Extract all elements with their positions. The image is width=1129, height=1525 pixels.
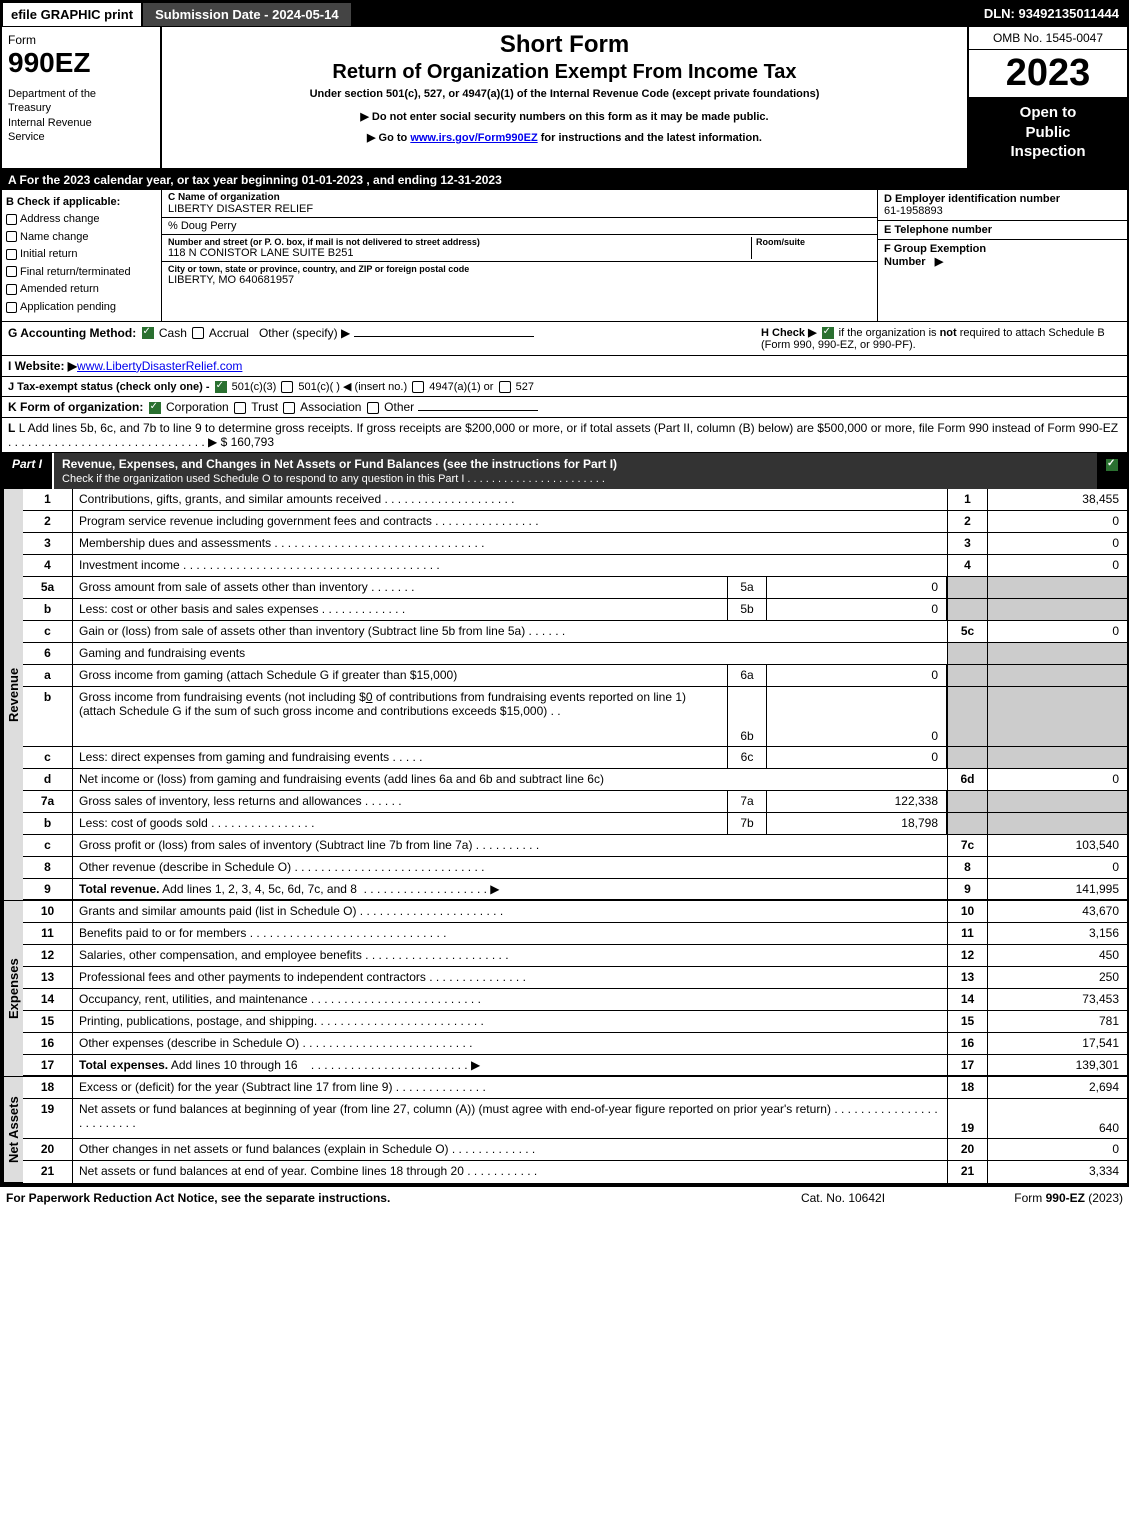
ssn-notice: ▶ Do not enter social security numbers o… xyxy=(170,110,959,123)
submission-date: Submission Date - 2024-05-14 xyxy=(142,2,352,27)
chk-527[interactable] xyxy=(499,381,511,393)
dln-number: DLN: 93492135011444 xyxy=(976,2,1127,27)
row-j-tax-exempt: J Tax-exempt status (check only one) - 5… xyxy=(2,377,1127,397)
line-8: 8 Other revenue (describe in Schedule O)… xyxy=(23,857,1127,879)
expenses-side-label: Expenses xyxy=(2,901,23,1077)
line-6c: c Less: direct expenses from gaming and … xyxy=(23,747,1127,769)
omb-number: OMB No. 1545-0047 xyxy=(969,27,1127,50)
line-7b: b Less: cost of goods sold . . . . . . .… xyxy=(23,813,1127,835)
chk-association[interactable] xyxy=(283,402,295,414)
line-5b: b Less: cost or other basis and sales ex… xyxy=(23,599,1127,621)
city-state-zip: LIBERTY, MO 640681957 xyxy=(168,274,871,286)
line-12: 12 Salaries, other compensation, and emp… xyxy=(23,945,1127,967)
revenue-side-label: Revenue xyxy=(2,489,23,901)
net-assets-side-label: Net Assets xyxy=(2,1077,23,1183)
page-footer: For Paperwork Reduction Act Notice, see … xyxy=(0,1185,1129,1209)
chk-amended-return[interactable]: Amended return xyxy=(6,281,157,299)
form-label: Form xyxy=(8,33,154,47)
chk-trust[interactable] xyxy=(234,402,246,414)
line-13: 13 Professional fees and other payments … xyxy=(23,967,1127,989)
info-grid: B Check if applicable: Address change Na… xyxy=(2,190,1127,322)
section-d-e-f: D Employer identification number 61-1958… xyxy=(877,190,1127,321)
ein: 61-1958893 xyxy=(884,205,1121,217)
care-of: % Doug Perry xyxy=(168,220,871,232)
row-l-gross-receipts: L L Add lines 5b, 6c, and 7b to line 9 t… xyxy=(2,418,1127,453)
group-exemption-label: F Group ExemptionNumber ▶ xyxy=(884,243,1121,268)
line-15: 15 Printing, publications, postage, and … xyxy=(23,1011,1127,1033)
line-11: 11 Benefits paid to or for members . . .… xyxy=(23,923,1127,945)
department-label: Department of theTreasuryInternal Revenu… xyxy=(8,87,154,144)
chk-schedule-o-part1[interactable] xyxy=(1106,459,1118,471)
line-20: 20 Other changes in net assets or fund b… xyxy=(23,1139,1127,1161)
line-19: 19 Net assets or fund balances at beginn… xyxy=(23,1099,1127,1139)
form-subtitle: Under section 501(c), 527, or 4947(a)(1)… xyxy=(170,88,959,100)
line-9: 9 Total revenue. Add lines 1, 2, 3, 4, 5… xyxy=(23,879,1127,901)
efile-print-label[interactable]: efile GRAPHIC print xyxy=(2,2,142,27)
inspection-badge: Open toPublicInspection xyxy=(969,97,1127,168)
line-3: 3 Membership dues and assessments . . . … xyxy=(23,533,1127,555)
line-10: 10 Grants and similar amounts paid (list… xyxy=(23,901,1127,923)
chk-cash[interactable] xyxy=(142,327,154,339)
row-k-org-form: K Form of organization: Corporation Trus… xyxy=(2,397,1127,418)
line-1: 1 Contributions, gifts, grants, and simi… xyxy=(23,489,1127,511)
chk-corporation[interactable] xyxy=(149,402,161,414)
form-reference: Form 990-EZ (2023) xyxy=(943,1191,1123,1205)
line-5a: 5a Gross amount from sale of assets othe… xyxy=(23,577,1127,599)
tax-year: 2023 xyxy=(969,50,1127,97)
section-b-checkboxes: B Check if applicable: Address change Na… xyxy=(2,190,162,321)
line-14: 14 Occupancy, rent, utilities, and maint… xyxy=(23,989,1127,1011)
line-5c: c Gain or (loss) from sale of assets oth… xyxy=(23,621,1127,643)
short-form-title: Short Form xyxy=(170,31,959,59)
form-header: Form 990EZ Department of theTreasuryInte… xyxy=(2,27,1127,170)
line-7a: 7a Gross sales of inventory, less return… xyxy=(23,791,1127,813)
form-number: 990EZ xyxy=(8,47,154,79)
line-18: 18 Excess or (deficit) for the year (Sub… xyxy=(23,1077,1127,1099)
row-a-calendar-year: A For the 2023 calendar year, or tax yea… xyxy=(2,170,1127,190)
line-16: 16 Other expenses (describe in Schedule … xyxy=(23,1033,1127,1055)
line-6d: d Net income or (loss) from gaming and f… xyxy=(23,769,1127,791)
chk-accrual[interactable] xyxy=(192,327,204,339)
line-2: 2 Program service revenue including gove… xyxy=(23,511,1127,533)
line-21: 21 Net assets or fund balances at end of… xyxy=(23,1161,1127,1183)
chk-initial-return[interactable]: Initial return xyxy=(6,246,157,264)
row-g-accounting: G Accounting Method: Cash Accrual Other … xyxy=(2,322,1127,356)
instructions-notice: ▶ Go to www.irs.gov/Form990EZ for instru… xyxy=(170,131,959,144)
chk-501c[interactable] xyxy=(281,381,293,393)
line-7c: c Gross profit or (loss) from sales of i… xyxy=(23,835,1127,857)
section-c-org-info: C Name of organization LIBERTY DISASTER … xyxy=(162,190,877,321)
chk-4947[interactable] xyxy=(412,381,424,393)
line-4: 4 Investment income . . . . . . . . . . … xyxy=(23,555,1127,577)
catalog-number: Cat. No. 10642I xyxy=(743,1191,943,1205)
form-title: Return of Organization Exempt From Incom… xyxy=(170,61,959,84)
gross-receipts-amount: 160,793 xyxy=(231,435,274,449)
street-address: 118 N CONISTOR LANE SUITE B251 xyxy=(168,247,751,259)
other-org-field[interactable] xyxy=(418,410,538,411)
part-1-header: Part I Revenue, Expenses, and Changes in… xyxy=(2,453,1127,489)
org-name: LIBERTY DISASTER RELIEF xyxy=(168,203,871,215)
chk-application-pending[interactable]: Application pending xyxy=(6,299,157,317)
line-17: 17 Total expenses. Add lines 10 through … xyxy=(23,1055,1127,1077)
chk-name-change[interactable]: Name change xyxy=(6,229,157,247)
chk-other-org[interactable] xyxy=(367,402,379,414)
website-link[interactable]: www.LibertyDisasterRelief.com xyxy=(77,359,242,373)
other-specify-field[interactable] xyxy=(354,336,534,337)
chk-schedule-b[interactable] xyxy=(822,327,834,339)
line-6b: b Gross income from fundraising events (… xyxy=(23,687,1127,747)
line-6: 6 Gaming and fundraising events xyxy=(23,643,1127,665)
row-i-website: I Website: ▶www.LibertyDisasterRelief.co… xyxy=(2,356,1127,377)
chk-final-return[interactable]: Final return/terminated xyxy=(6,264,157,282)
line-6a: a Gross income from gaming (attach Sched… xyxy=(23,665,1127,687)
chk-501c3[interactable] xyxy=(215,381,227,393)
irs-link[interactable]: www.irs.gov/Form990EZ xyxy=(410,132,537,144)
chk-address-change[interactable]: Address change xyxy=(6,211,157,229)
top-bar: efile GRAPHIC print Submission Date - 20… xyxy=(2,2,1127,27)
